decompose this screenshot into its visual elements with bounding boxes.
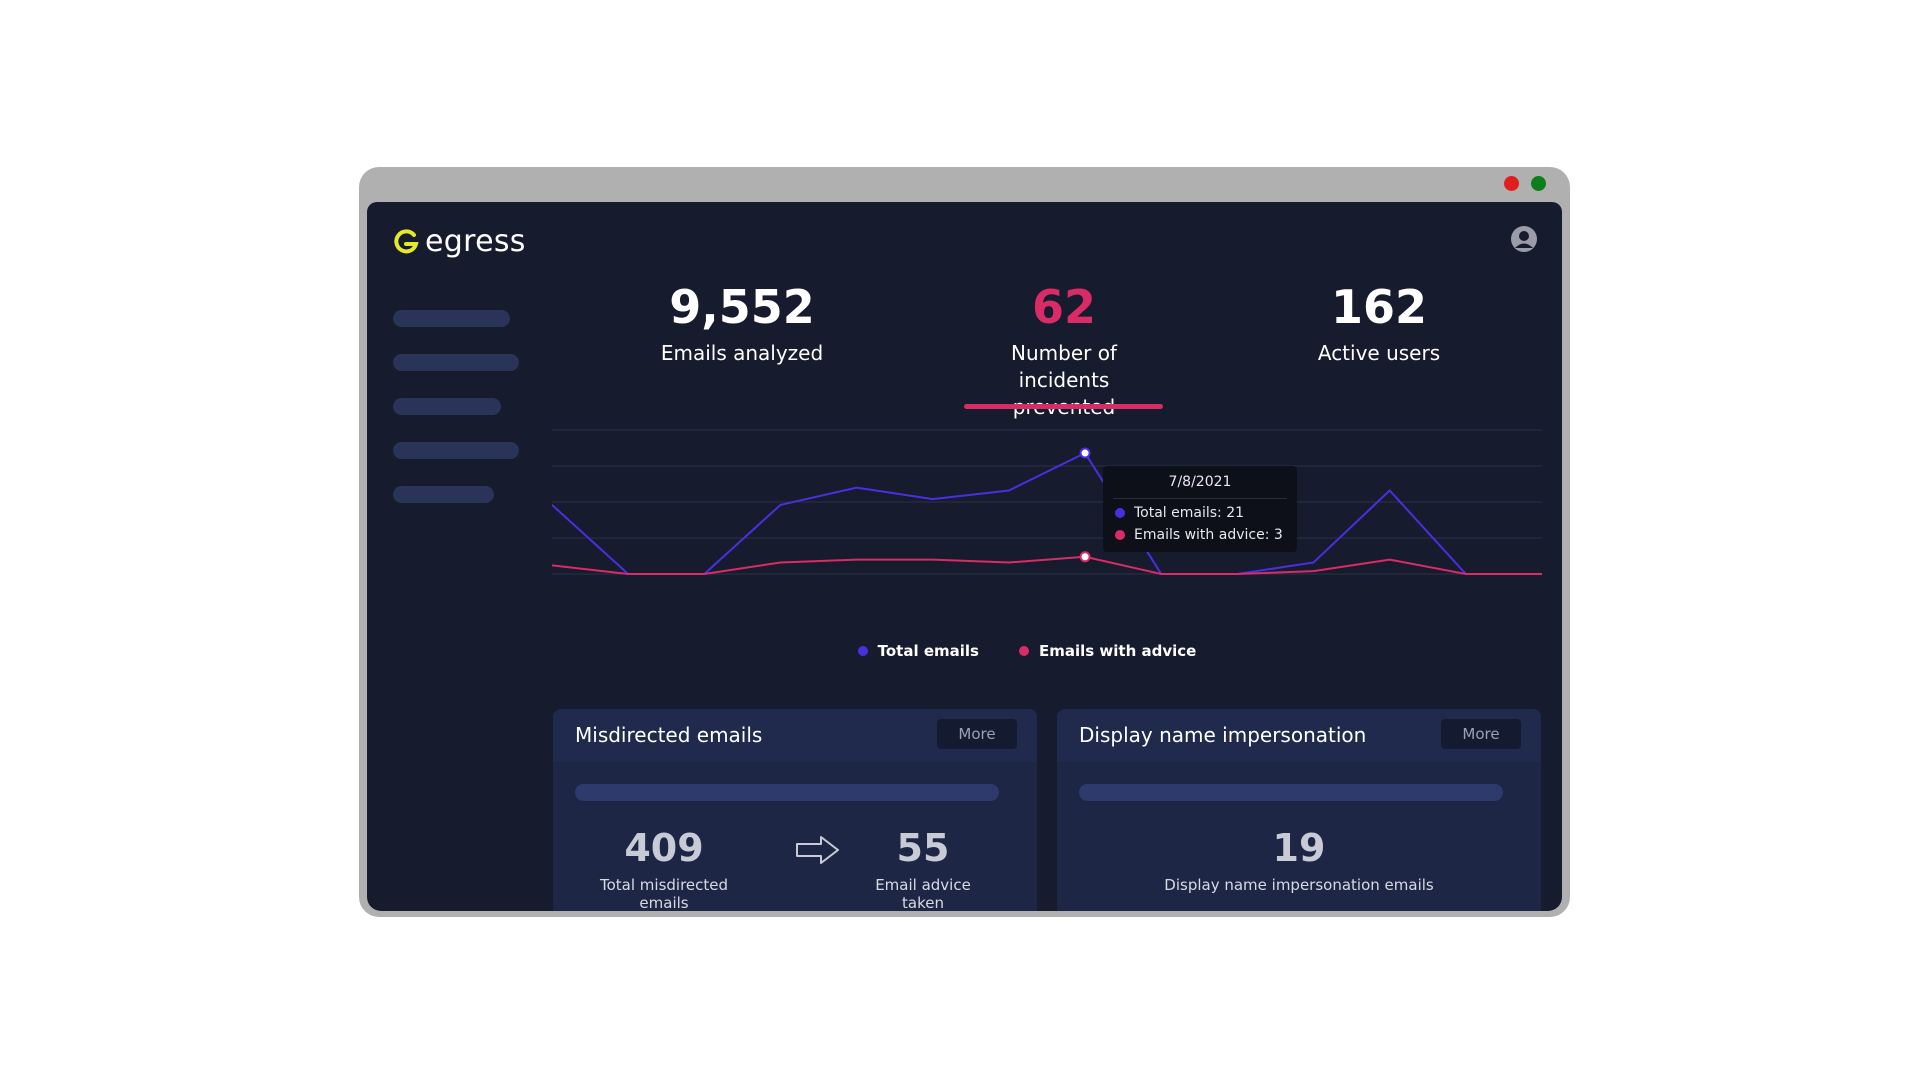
brand-logo[interactable]: egress — [393, 224, 526, 259]
chart-legend: Total emails Emails with advice — [367, 642, 1562, 660]
card-title: Display name impersonation — [1079, 723, 1367, 747]
metric-advice-taken: 55 Email advice taken — [853, 826, 993, 911]
tooltip-date: 7/8/2021 — [1113, 466, 1287, 499]
metric-impersonation-emails: 19 Display name impersonation emails — [1057, 826, 1541, 894]
email-trend-chart[interactable] — [552, 414, 1542, 584]
stat-emails-analyzed[interactable]: 9,552 Emails analyzed — [612, 280, 872, 367]
advice-emails-dot-icon — [1115, 530, 1125, 540]
stat-incidents-prevented[interactable]: 62 Number of incidents prevented — [933, 280, 1195, 421]
legend-dot-icon — [857, 646, 868, 656]
stat-active-users[interactable]: 162 Active users — [1249, 280, 1509, 367]
tooltip-total-text: Total emails: 21 — [1134, 505, 1245, 521]
series-line-total-emails[interactable] — [552, 451, 1542, 575]
card-header: Display name impersonation More — [1057, 709, 1541, 762]
series-line-emails-with-advice[interactable] — [552, 555, 1542, 575]
metric-label: Email advice taken — [875, 876, 971, 911]
metric-label: Total misdirected emails — [599, 876, 729, 911]
total-emails-dot-icon — [1115, 508, 1125, 518]
card-bar-placeholder — [575, 784, 999, 801]
right-arrow-icon — [796, 836, 839, 864]
metric-total-misdirected: 409 Total misdirected emails — [575, 826, 753, 911]
sidebar-item-placeholder[interactable] — [393, 310, 510, 327]
stat-value: 9,552 — [669, 280, 815, 334]
legend-item-total-emails[interactable]: Total emails — [857, 642, 979, 660]
maximize-window-dot[interactable] — [1531, 176, 1546, 191]
highlight-point[interactable] — [1079, 447, 1091, 459]
metric-value: 409 — [624, 826, 704, 870]
tooltip-row-total: Total emails: 21 — [1103, 505, 1297, 521]
user-avatar-icon[interactable] — [1510, 225, 1538, 257]
more-button[interactable]: More — [937, 719, 1017, 749]
sidebar-item-placeholder[interactable] — [393, 354, 519, 371]
misdirected-emails-card: Misdirected emails More 409 Total misdir… — [553, 709, 1037, 911]
legend-label: Emails with advice — [1038, 642, 1197, 660]
legend-label: Total emails — [877, 642, 979, 660]
tooltip-advice-text: Emails with advice: 3 — [1134, 527, 1283, 543]
chart-tooltip: 7/8/2021 Total emails: 21 Emails with ad… — [1103, 466, 1297, 552]
more-button[interactable]: More — [1441, 719, 1521, 749]
card-header: Misdirected emails More — [553, 709, 1037, 762]
stat-value: 62 — [1031, 280, 1096, 334]
card-bar-placeholder — [1079, 784, 1503, 801]
selected-stat-underline — [964, 404, 1163, 409]
display-name-impersonation-card: Display name impersonation More 19 Displ… — [1057, 709, 1541, 911]
metric-value: 19 — [1272, 826, 1326, 870]
sidebar-item-placeholder[interactable] — [393, 398, 501, 415]
sidebar-item-placeholder[interactable] — [393, 442, 519, 459]
stat-value: 162 — [1330, 280, 1428, 334]
legend-dot-icon — [1018, 646, 1029, 656]
metric-label: Display name impersonation emails — [1164, 876, 1434, 894]
tooltip-row-advice: Emails with advice: 3 — [1103, 527, 1297, 543]
stat-label: Active users — [1317, 341, 1441, 365]
stat-label: Emails analyzed — [660, 341, 824, 365]
close-window-dot[interactable] — [1504, 176, 1519, 191]
metric-value: 55 — [896, 826, 950, 870]
highlight-point[interactable] — [1079, 551, 1091, 563]
brand-name: egress — [425, 224, 526, 259]
legend-item-emails-with-advice[interactable]: Emails with advice — [1018, 642, 1197, 660]
sidebar-item-placeholder[interactable] — [393, 486, 494, 503]
egress-logo-icon — [394, 228, 419, 253]
card-title: Misdirected emails — [575, 723, 763, 747]
app-screen: egress 9,552 Emails analyzed 62 Number o… — [367, 202, 1562, 911]
